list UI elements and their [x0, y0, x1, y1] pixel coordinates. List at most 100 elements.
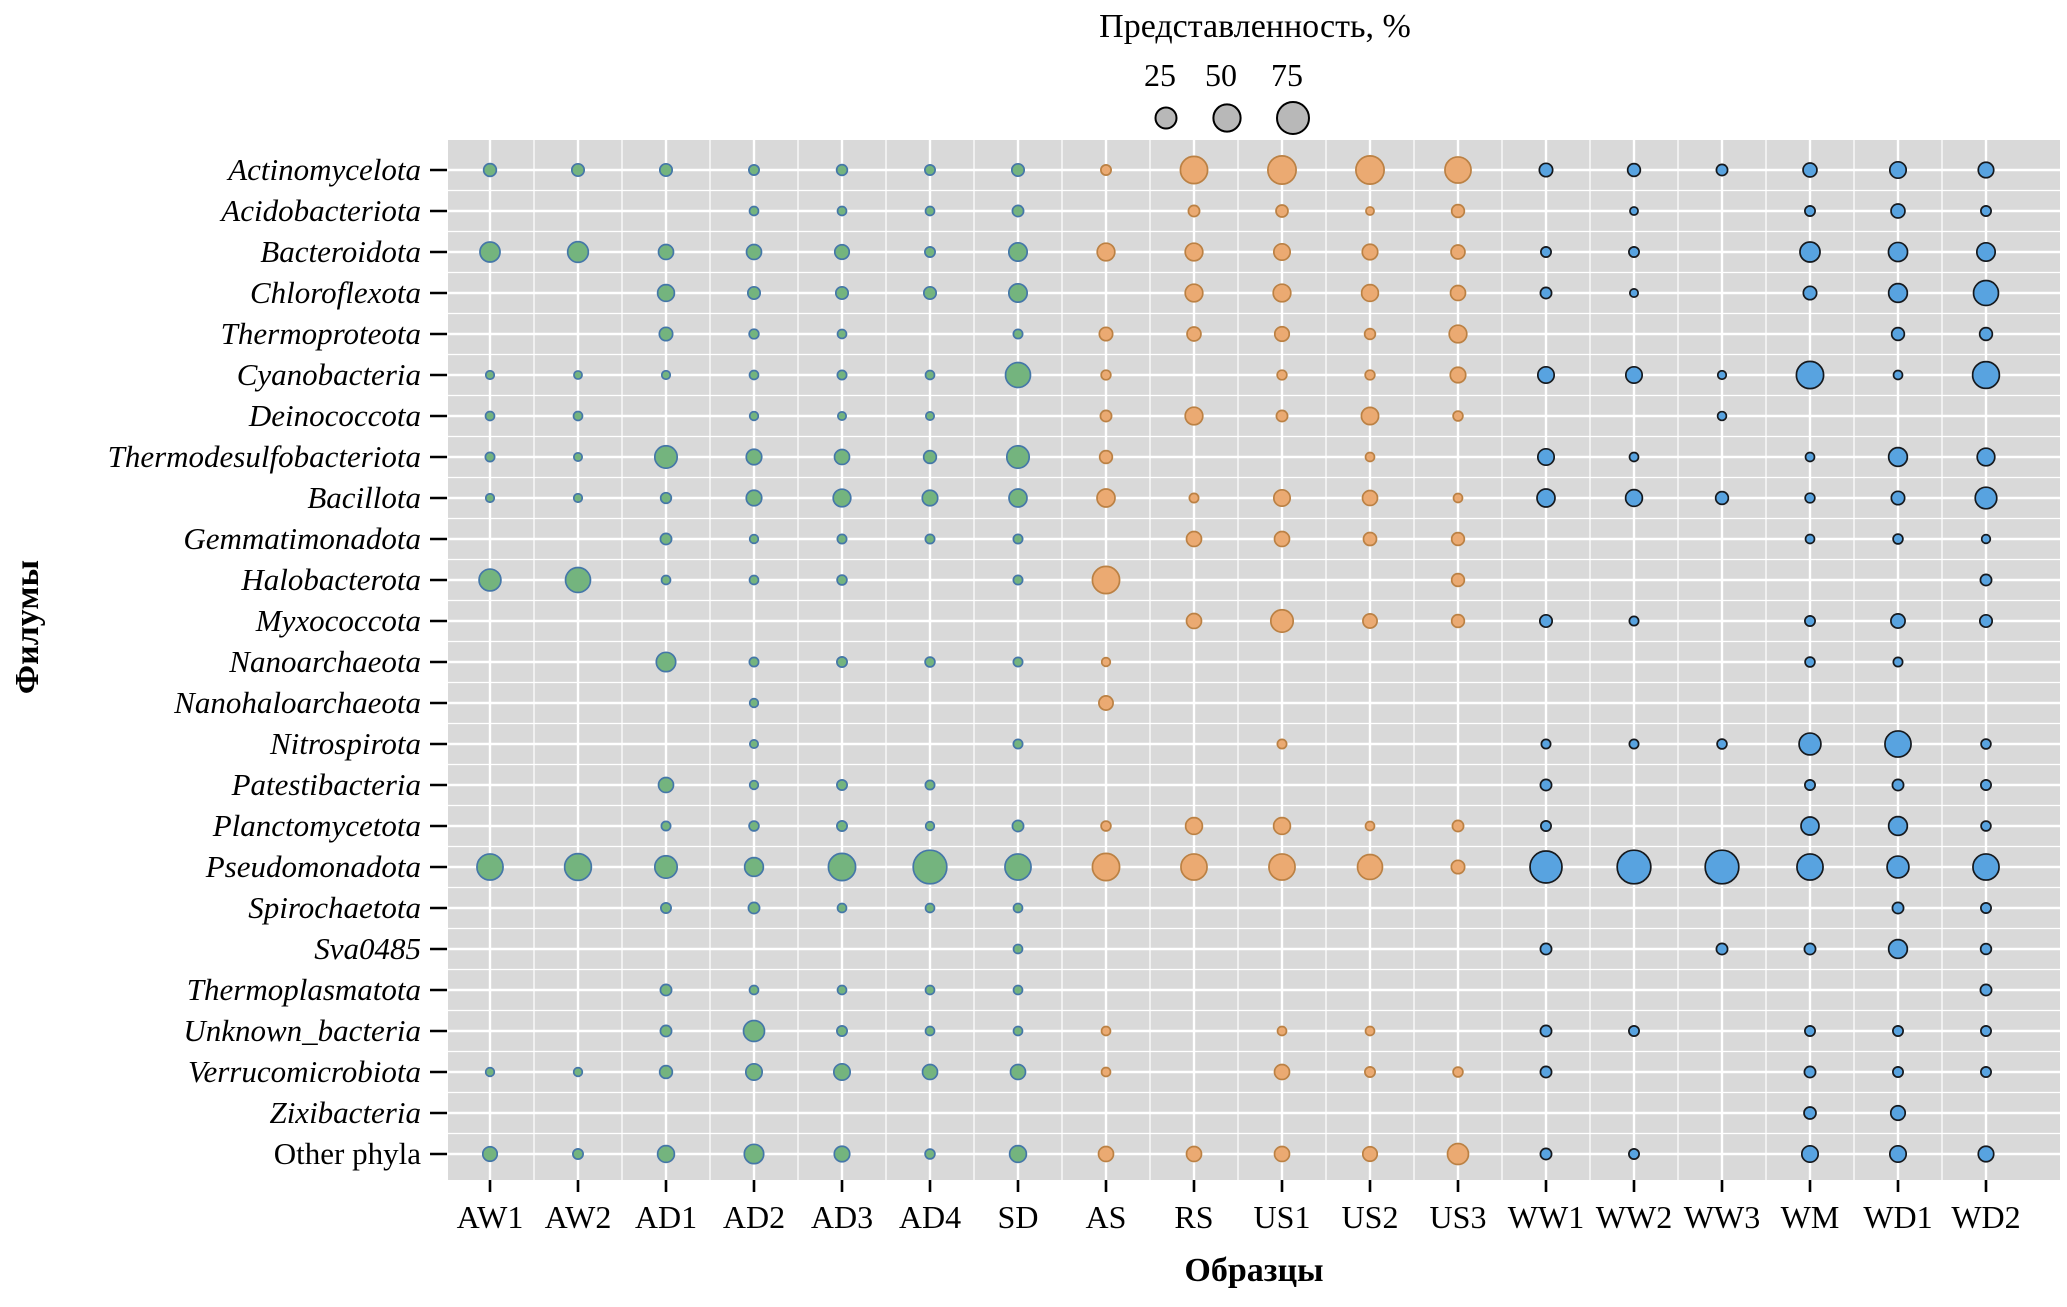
bubble — [748, 697, 760, 709]
y-tick-label: Pseudomonadota — [205, 849, 421, 884]
bubble — [1444, 156, 1472, 184]
bubble — [1098, 695, 1114, 711]
bubble — [1796, 853, 1824, 881]
bubble — [924, 820, 936, 832]
bubble — [1450, 203, 1466, 219]
bubble — [572, 1148, 584, 1160]
bubble — [660, 902, 672, 914]
bubble — [1012, 533, 1024, 545]
bubble — [573, 370, 583, 380]
bubble — [1355, 155, 1385, 185]
bubble — [1012, 738, 1024, 750]
bubble — [1012, 902, 1024, 914]
bubble — [743, 856, 765, 878]
bubble — [1452, 492, 1464, 504]
bubble — [1100, 656, 1112, 668]
bubble — [484, 492, 496, 504]
x-tick-label: AS — [1086, 1199, 1127, 1235]
bubble — [1804, 656, 1816, 668]
bubble — [832, 1062, 852, 1082]
bubble — [1449, 366, 1467, 384]
bubble — [1804, 1025, 1816, 1037]
bubble — [1975, 241, 1997, 263]
bubble — [1804, 533, 1816, 545]
x-tick-label: AW1 — [457, 1199, 524, 1235]
legend-size-label: 50 — [1205, 57, 1237, 93]
bubble — [748, 533, 760, 545]
bubble — [1100, 820, 1112, 832]
bubble — [1540, 820, 1552, 832]
bubble — [1011, 204, 1025, 218]
x-tick-label: US3 — [1430, 1199, 1487, 1235]
bubble — [566, 240, 590, 264]
bubble — [656, 1144, 676, 1164]
y-tick-label: Nanoarchaeota — [228, 644, 421, 679]
bubble — [924, 164, 936, 176]
x-tick-label: WD2 — [1951, 1199, 2020, 1235]
legend-size-label: 25 — [1144, 57, 1176, 93]
bubble — [1364, 1066, 1376, 1078]
bubble — [1628, 246, 1640, 258]
bubble — [1624, 365, 1644, 385]
bubble — [1275, 204, 1289, 218]
x-tick-label: AW2 — [545, 1199, 612, 1235]
bubble — [924, 533, 936, 545]
bubble — [912, 849, 948, 885]
bubble — [653, 444, 679, 470]
bubble — [1091, 565, 1121, 595]
bubble — [1356, 853, 1384, 881]
bubble — [1978, 326, 1994, 342]
y-tick-label: Planctomycetota — [212, 808, 421, 843]
bubble — [484, 451, 496, 463]
bubble — [1273, 1063, 1291, 1081]
bubble — [1628, 451, 1640, 463]
bubble — [1011, 819, 1025, 833]
bubble — [836, 205, 848, 217]
bubble — [1704, 849, 1740, 885]
bubble — [1892, 369, 1904, 381]
bubble — [924, 1148, 936, 1160]
bubble — [922, 449, 938, 465]
bubble — [1276, 1025, 1288, 1037]
x-tick-label: AD3 — [811, 1199, 873, 1235]
bubble — [1184, 242, 1204, 262]
y-tick-label: Acidobacteriota — [219, 193, 421, 228]
bubble — [748, 574, 760, 586]
bubble — [1977, 1145, 1995, 1163]
bubble — [924, 205, 936, 217]
bubble — [833, 448, 851, 466]
bubble — [1364, 1025, 1376, 1037]
bubble — [1887, 241, 1909, 263]
bubble — [1628, 738, 1640, 750]
bubble — [1804, 779, 1816, 791]
y-tick-label: Nitrospirota — [269, 726, 421, 761]
legend-title: Представленность, % — [1099, 8, 1411, 45]
y-tick-label: Thermoproteota — [221, 316, 421, 351]
bubble — [1980, 1025, 1992, 1037]
bubble — [1972, 853, 2000, 881]
bubble — [1008, 488, 1028, 508]
bubble — [1714, 490, 1730, 506]
bubble — [1715, 163, 1729, 177]
bubble — [1100, 369, 1112, 381]
bubble — [1798, 732, 1822, 756]
legend-size-circle — [1276, 101, 1310, 135]
bubble — [1005, 444, 1031, 470]
bubble — [1269, 608, 1295, 634]
bubble — [924, 1025, 936, 1037]
bubble — [1100, 1066, 1112, 1078]
bubble — [476, 853, 504, 881]
bubble — [659, 491, 673, 505]
y-tick-label: Halobacterota — [240, 562, 421, 597]
bubble — [1275, 409, 1289, 423]
bubble — [748, 164, 760, 176]
x-tick-label: US2 — [1342, 1199, 1399, 1235]
bubble — [1188, 492, 1200, 504]
bubble — [658, 326, 674, 342]
bubble — [1536, 488, 1556, 508]
bubble — [1363, 327, 1377, 341]
bubble — [1890, 613, 1906, 629]
bubble — [1628, 1025, 1640, 1037]
bubble — [1446, 1142, 1470, 1166]
bubble — [1009, 1063, 1027, 1081]
